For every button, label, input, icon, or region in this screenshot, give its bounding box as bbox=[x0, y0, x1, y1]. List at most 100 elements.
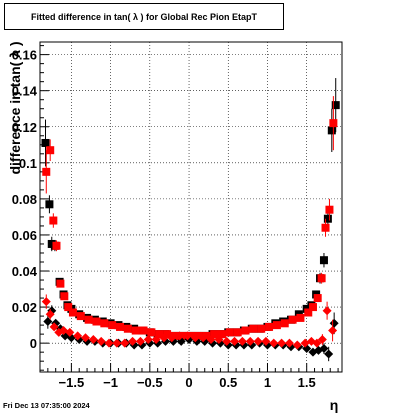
data-point-diamond bbox=[159, 333, 169, 343]
y-tick-label-7: 0.14 bbox=[12, 84, 38, 99]
timestamp-footer: Fri Dec 13 07:35:00 2024 bbox=[3, 401, 90, 410]
y-tick-label-4: 0.08 bbox=[12, 192, 37, 207]
data-point-diamond bbox=[317, 335, 327, 345]
data-point-diamond bbox=[230, 336, 240, 346]
data-point-diamond bbox=[135, 336, 145, 346]
data-point-square bbox=[280, 319, 289, 328]
x-axis: −1.5 −1 −0.5 0 0.5 1 1.5 bbox=[39, 363, 339, 390]
y-tick-label-2: 0.04 bbox=[12, 264, 38, 279]
data-point-square bbox=[210, 330, 219, 339]
data-point-diamond bbox=[104, 338, 114, 348]
data-point-diamond bbox=[328, 326, 338, 336]
data-point-square bbox=[56, 279, 65, 288]
data-point-diamond bbox=[277, 338, 287, 348]
data-point-diamond bbox=[182, 331, 192, 341]
data-point-square bbox=[288, 315, 297, 324]
data-point-square bbox=[265, 322, 274, 331]
data-point-diamond bbox=[190, 333, 200, 343]
data-point-square bbox=[52, 241, 61, 250]
data-point-diamond bbox=[237, 336, 247, 346]
data-point-square bbox=[257, 324, 266, 333]
data-point-diamond bbox=[329, 318, 339, 328]
y-tick-label-0: 0 bbox=[30, 336, 37, 351]
x-tick-label-5: 1 bbox=[264, 375, 271, 390]
plot-frame bbox=[39, 41, 343, 373]
data-point-diamond bbox=[245, 336, 255, 346]
data-point-square bbox=[331, 101, 340, 110]
x-tick-label-6: 1.5 bbox=[298, 375, 316, 390]
data-point-square bbox=[304, 308, 313, 317]
y-axis-label: difference in tan( λ ) bbox=[7, 41, 23, 174]
data-point-square bbox=[327, 126, 336, 135]
y-tick-label-5: 0.1 bbox=[19, 156, 37, 171]
x-tick-label-0: −1.5 bbox=[59, 375, 85, 390]
x-tick-label-4: 0.5 bbox=[219, 375, 237, 390]
data-point-square bbox=[147, 328, 156, 337]
data-point-diamond bbox=[284, 338, 294, 348]
data-point-square bbox=[46, 146, 55, 155]
data-point-square bbox=[131, 326, 140, 335]
data-point-diamond bbox=[96, 336, 106, 346]
data-point-diamond bbox=[143, 335, 153, 345]
data-point-square bbox=[123, 324, 132, 333]
data-point-square bbox=[64, 303, 73, 312]
x-tick-label-1: −1 bbox=[103, 375, 118, 390]
data-point-square bbox=[296, 313, 305, 322]
data-point-diamond bbox=[253, 336, 263, 346]
y-tick-label-6: 0.12 bbox=[12, 120, 37, 135]
data-point-square bbox=[84, 315, 93, 324]
data-point-square bbox=[241, 326, 250, 335]
data-point-square bbox=[60, 292, 69, 301]
x-tick-label-2: −0.5 bbox=[137, 375, 163, 390]
data-point-diamond bbox=[206, 335, 216, 345]
data-point-diamond bbox=[49, 322, 59, 332]
data-point-diamond bbox=[322, 306, 332, 316]
data-point-square bbox=[116, 322, 125, 331]
data-point-square bbox=[319, 256, 328, 265]
data-point-square bbox=[317, 274, 326, 283]
data-point-diamond bbox=[222, 336, 232, 346]
data-point-square bbox=[323, 214, 332, 223]
data-point-square bbox=[321, 223, 330, 232]
data-point-diamond bbox=[319, 344, 329, 354]
data-point-diamond bbox=[59, 326, 69, 336]
data-point-square bbox=[41, 138, 50, 147]
series-0 bbox=[41, 78, 340, 340]
data-point-square bbox=[217, 330, 226, 339]
data-point-diamond bbox=[45, 309, 55, 319]
data-point-diamond bbox=[128, 336, 138, 346]
data-point-square bbox=[100, 319, 109, 328]
data-point-diamond bbox=[269, 338, 279, 348]
data-point-diamond bbox=[41, 297, 51, 307]
data-point-square bbox=[194, 331, 203, 340]
data-point-diamond bbox=[88, 335, 98, 345]
x-axis-label: η bbox=[330, 397, 339, 413]
data-point-square bbox=[68, 308, 77, 317]
y-tick-label-8: 0.16 bbox=[12, 48, 37, 63]
data-point-diamond bbox=[324, 349, 334, 359]
data-point-diamond bbox=[175, 331, 185, 341]
plot-border bbox=[39, 41, 343, 373]
data-point-square bbox=[49, 216, 58, 225]
data-point-diamond bbox=[198, 333, 208, 343]
data-point-diamond bbox=[112, 338, 122, 348]
x-tick-label-3: 0 bbox=[185, 375, 192, 390]
data-point-diamond bbox=[80, 333, 90, 343]
y-tick-label-3: 0.06 bbox=[12, 228, 37, 243]
data-point-square bbox=[45, 200, 54, 209]
data-point-square bbox=[313, 294, 322, 303]
y-axis: 0 0.02 0.04 0.06 0.08 0.1 0.12 0.14 0.16 bbox=[12, 45, 49, 371]
data-point-square bbox=[329, 119, 338, 128]
data-series bbox=[41, 78, 340, 362]
data-point-square bbox=[225, 328, 234, 337]
data-point-square bbox=[202, 331, 211, 340]
series-3 bbox=[41, 294, 338, 350]
data-point-diamond bbox=[65, 327, 75, 337]
data-point-diamond bbox=[214, 335, 224, 345]
data-point-diamond bbox=[120, 338, 130, 348]
y-tick-label-1: 0.02 bbox=[12, 300, 37, 315]
data-point-square bbox=[139, 326, 148, 335]
series-1 bbox=[42, 96, 338, 340]
data-point-square bbox=[272, 321, 281, 330]
